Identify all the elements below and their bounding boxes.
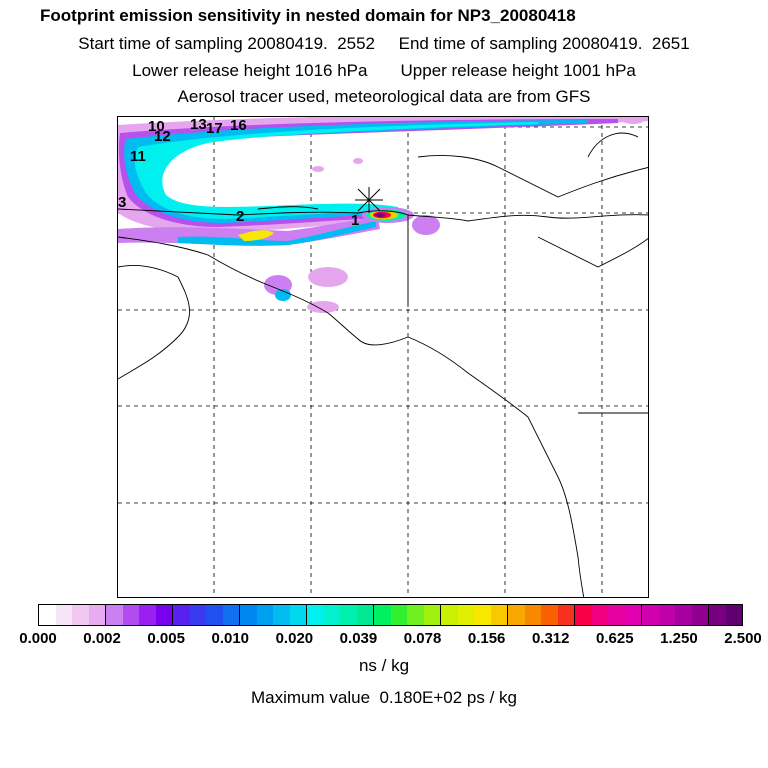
colorbar-tick-label: 0.020 bbox=[275, 630, 314, 647]
colorbar-tick-label: 0.039 bbox=[339, 630, 378, 647]
colorbar-segment bbox=[524, 605, 541, 625]
colorbar bbox=[38, 604, 743, 626]
track-label-2: 2 bbox=[236, 208, 244, 225]
colorbar-tick-label: 0.000 bbox=[19, 630, 57, 647]
track-label-1: 1 bbox=[351, 212, 359, 229]
colorbar-segment bbox=[289, 605, 307, 625]
colorbar-segment bbox=[307, 605, 324, 625]
colorbar-segment bbox=[122, 605, 139, 625]
colorbar-segment bbox=[256, 605, 273, 625]
release-height-line: Lower release height 1016 hPa Upper rele… bbox=[132, 61, 636, 80]
colorbar-segment bbox=[374, 605, 391, 625]
colorbar-segment bbox=[155, 605, 173, 625]
colorbar-segment bbox=[39, 605, 56, 625]
colorbar-segment bbox=[55, 605, 72, 625]
plot-title: Footprint emission sensitivity in nested… bbox=[40, 6, 576, 25]
colorbar-segment bbox=[642, 605, 659, 625]
colorbar-segment bbox=[709, 605, 726, 625]
map-svg: 10 13 17 16 12 11 3 2 1 bbox=[118, 117, 648, 597]
colorbar-segment bbox=[624, 605, 642, 625]
track-label-13: 13 bbox=[190, 117, 207, 133]
colorbar-segment bbox=[423, 605, 441, 625]
colorbar-segment bbox=[575, 605, 592, 625]
colorbar-segment bbox=[356, 605, 374, 625]
lat-lon-grid bbox=[118, 117, 648, 597]
colorbar-segment bbox=[474, 605, 491, 625]
colorbar-tick-label: 0.156 bbox=[467, 630, 506, 647]
colorbar-segment bbox=[106, 605, 123, 625]
colorbar-segment bbox=[675, 605, 692, 625]
colorbar-tick-label: 0.010 bbox=[211, 630, 250, 647]
colorbar-segment bbox=[139, 605, 156, 625]
track-label-10: 10 bbox=[148, 118, 165, 135]
colorbar-tick-label: 1.250 bbox=[660, 630, 698, 647]
colorbar-segment bbox=[457, 605, 474, 625]
maximum-value-text: Maximum value 0.180E+02 ps / kg bbox=[251, 688, 517, 707]
colorbar-segment bbox=[173, 605, 190, 625]
colorbar-tick-label: 0.005 bbox=[147, 630, 185, 647]
colorbar-segment bbox=[591, 605, 608, 625]
colorbar-segment bbox=[541, 605, 558, 625]
colorbar-segment bbox=[222, 605, 240, 625]
colorbar-segment bbox=[206, 605, 223, 625]
colorbar-segment bbox=[240, 605, 257, 625]
colorbar-tick-label: 0.625 bbox=[596, 630, 634, 647]
track-label-17: 17 bbox=[206, 120, 223, 137]
colorbar-tick-label: 2.500 bbox=[724, 630, 762, 647]
footprint-plume bbox=[118, 117, 648, 313]
colorbar-segment bbox=[72, 605, 89, 625]
colorbar-segment bbox=[725, 605, 742, 625]
track-label-16: 16 bbox=[230, 117, 247, 134]
colorbar-segment bbox=[407, 605, 424, 625]
colorbar-segment bbox=[88, 605, 106, 625]
track-label-11: 11 bbox=[130, 148, 146, 165]
colorbar-segment bbox=[508, 605, 525, 625]
colorbar-unit: ns / kg bbox=[358, 656, 410, 675]
colorbar-segment bbox=[189, 605, 206, 625]
colorbar-segment bbox=[323, 605, 340, 625]
colorbar-tick-label: 0.078 bbox=[403, 630, 442, 647]
colorbar-tick-label: 0.312 bbox=[531, 630, 570, 647]
map-panel: 10 13 17 16 12 11 3 2 1 bbox=[117, 116, 649, 598]
tracer-info-line: Aerosol tracer used, meteorological data… bbox=[177, 87, 591, 106]
colorbar-segment bbox=[390, 605, 407, 625]
colorbar-tick-label: 0.002 bbox=[83, 630, 121, 647]
colorbar-segment bbox=[490, 605, 508, 625]
colorbar-segment bbox=[557, 605, 575, 625]
release-point-marker bbox=[355, 187, 383, 213]
track-label-3: 3 bbox=[118, 194, 126, 211]
colorbar-segment bbox=[441, 605, 458, 625]
colorbar-segment bbox=[273, 605, 290, 625]
colorbar-segment bbox=[691, 605, 709, 625]
sampling-time-line: Start time of sampling 20080419. 2552 En… bbox=[78, 34, 690, 53]
coastlines bbox=[118, 132, 648, 597]
colorbar-segment bbox=[608, 605, 625, 625]
colorbar-segment bbox=[658, 605, 675, 625]
colorbar-segment bbox=[340, 605, 357, 625]
track-label-12: 12 bbox=[154, 128, 171, 145]
